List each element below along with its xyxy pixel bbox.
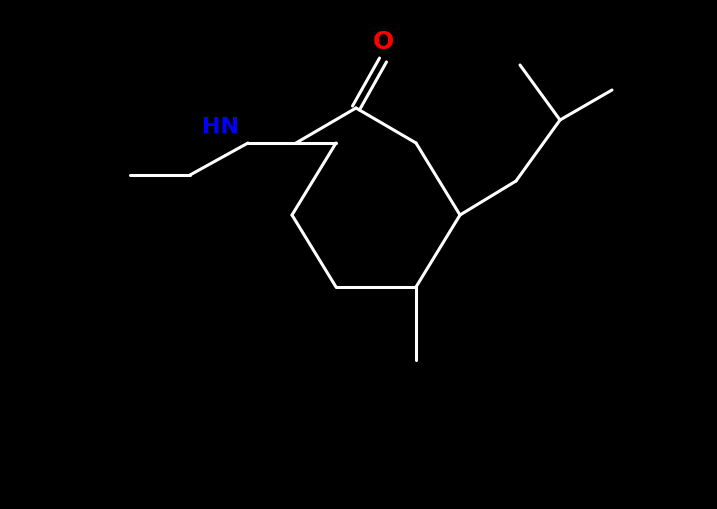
Text: O: O bbox=[372, 30, 394, 54]
Text: HN: HN bbox=[201, 117, 239, 137]
